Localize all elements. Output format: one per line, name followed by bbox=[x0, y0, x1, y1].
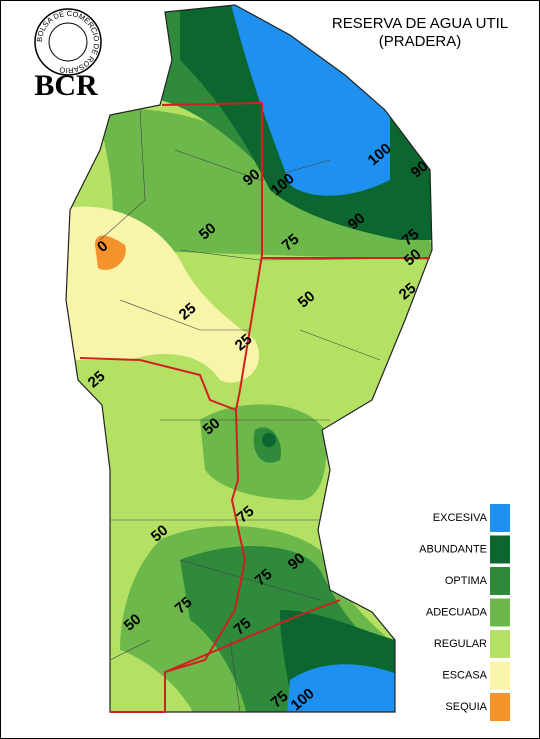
legend-label: OPTIMA bbox=[445, 575, 488, 587]
legend-swatch bbox=[490, 598, 510, 627]
map-title: RESERVA DE AGUA UTIL bbox=[332, 15, 508, 32]
region-borders bbox=[79, 101, 430, 713]
legend-label: ABUNDANTE bbox=[419, 543, 487, 555]
legend-swatch bbox=[490, 693, 510, 721]
legend: EXCESIVA ABUNDANTE OPTIMA ADECUADA REGULAR ES… bbox=[419, 504, 510, 721]
map-subtitle: (PRADERA) bbox=[379, 33, 462, 50]
legend-label: REGULAR bbox=[434, 638, 487, 650]
zone bbox=[285, 664, 400, 712]
department-lines bbox=[99, 109, 431, 713]
legend-swatch bbox=[490, 535, 510, 564]
logo-text: BCR bbox=[34, 69, 98, 102]
legend-swatch bbox=[490, 630, 510, 658]
legend-swatch bbox=[490, 567, 510, 595]
legend-label: ADECUADA bbox=[426, 606, 488, 618]
zone bbox=[262, 433, 276, 447]
zone bbox=[95, 235, 126, 270]
legend-swatch bbox=[490, 661, 510, 690]
legend-swatch bbox=[490, 504, 510, 532]
legend-label: ESCASA bbox=[442, 669, 487, 681]
logo-inner bbox=[48, 22, 88, 62]
logo-seal bbox=[34, 8, 102, 76]
legend-label: SEQUIA bbox=[445, 701, 487, 713]
legend-label: EXCESIVA bbox=[433, 512, 488, 524]
